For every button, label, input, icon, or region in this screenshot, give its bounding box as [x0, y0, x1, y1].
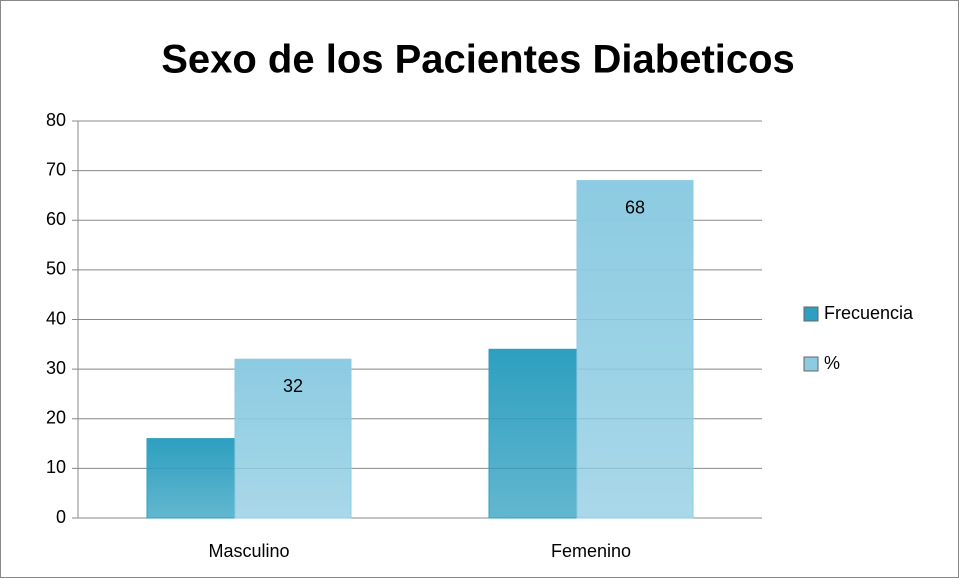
y-tick-label: 30 [46, 358, 66, 378]
legend-label: Frecuencia [824, 303, 914, 323]
y-tick-label: 0 [56, 507, 66, 527]
bar [234, 358, 352, 519]
x-tick-label: Femenino [551, 541, 631, 561]
x-tick-label: Masculino [208, 541, 289, 561]
y-tick-label: 50 [46, 259, 66, 279]
y-tick-label: 40 [46, 308, 66, 328]
data-label: 32 [283, 376, 303, 396]
y-tick-label: 60 [46, 209, 66, 229]
y-tick-label: 80 [46, 110, 66, 130]
bar [146, 438, 236, 519]
chart-title: Sexo de los Pacientes Diabeticos [161, 38, 795, 82]
y-tick-label: 10 [46, 457, 66, 477]
legend-swatch [803, 306, 819, 322]
bar [576, 180, 694, 519]
legend-swatch [803, 356, 819, 372]
data-label: 68 [625, 197, 645, 217]
y-tick-label: 20 [46, 408, 66, 428]
legend-label: % [824, 353, 840, 373]
y-tick-label: 70 [46, 159, 66, 179]
bar [488, 348, 578, 519]
